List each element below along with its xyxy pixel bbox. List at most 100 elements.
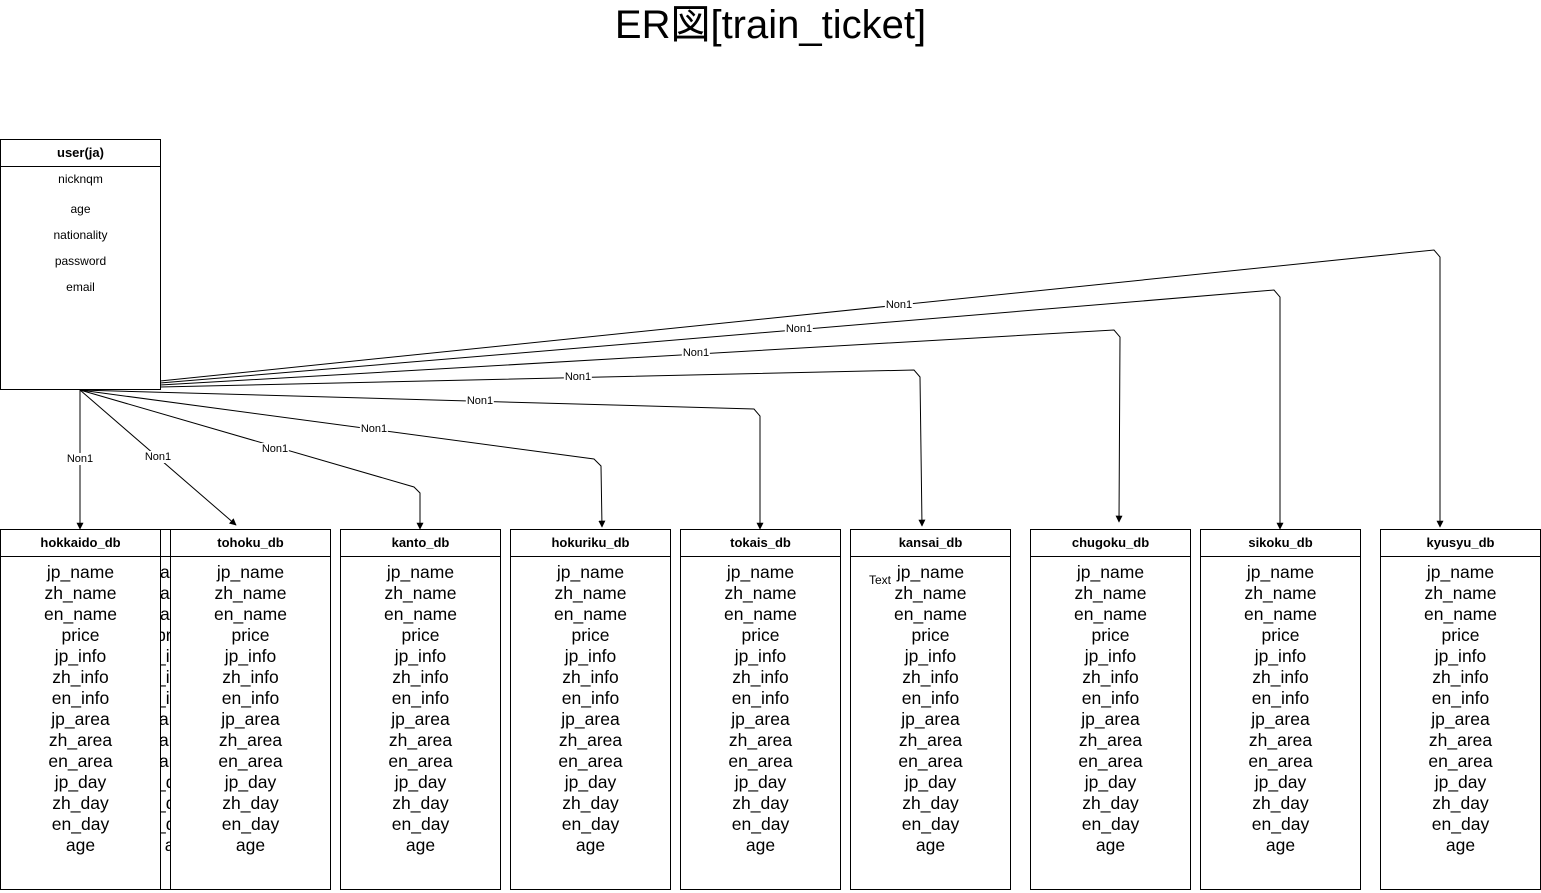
relation-edge-kyusyu[interactable] [159, 249, 1444, 528]
entity-tohoku[interactable]: tohoku_db jp_name zh_name en_name price jp_in… [170, 529, 331, 890]
table-attribute-zh_area: zh_area [728, 730, 793, 750]
table-attribute-en_name: en_name [554, 604, 627, 624]
table-attribute-zh_day: zh_day [1082, 793, 1139, 813]
table-attribute-zh_info: zh_info [52, 667, 109, 687]
entity-kansai-attributes: jp_name zh_name en_name price jp_info zh_info… [851, 557, 1010, 856]
entity-kansai-name: kansai_db [851, 530, 1010, 557]
table-attribute-zh_info: zh_info [392, 667, 449, 687]
table-attribute-jp_info: jp_info [1434, 646, 1487, 666]
table-attribute-zh_info: zh_info [562, 667, 619, 687]
table-attribute-age: age [235, 835, 266, 855]
table-attribute-en_area: en_area [218, 751, 283, 771]
relation-label-tokais: Non1 [465, 395, 495, 407]
table-attribute-jp_name: jp_name [1246, 562, 1315, 582]
table-attribute-en_day: en_day [221, 814, 280, 834]
entity-kansai[interactable]: kansai_db jp_name zh_name en_name price jp_in… [850, 529, 1011, 890]
table-attribute-jp_area: jp_area [1081, 709, 1140, 729]
entity-user[interactable]: user(ja) nicknqm age nationality password em… [0, 139, 161, 390]
table-attribute-zh_info: zh_info [1082, 667, 1139, 687]
relation-label-tohoku: Non1 [143, 451, 173, 463]
table-attribute-zh_day: zh_day [562, 793, 619, 813]
table-attribute-zh_area: zh_area [218, 730, 283, 750]
table-attribute-en_area: en_area [1078, 751, 1143, 771]
table-attribute-en_name: en_name [1074, 604, 1147, 624]
entity-kyusyu-attributes: jp_name zh_name en_name price jp_info zh_info… [1381, 557, 1540, 856]
entity-kanto[interactable]: kanto_db jp_name zh_name en_name price jp_inf… [340, 529, 501, 890]
table-attribute-age: age [65, 835, 96, 855]
table-attribute-en_info: en_info [1081, 688, 1140, 708]
table-attribute-zh_name: zh_name [1424, 583, 1497, 603]
table-attribute-zh_area: zh_area [388, 730, 453, 750]
relation-edge-sikoku[interactable] [159, 289, 1284, 530]
relation-edge-tokais[interactable] [79, 389, 764, 530]
table-attribute-jp_name: jp_name [46, 562, 115, 582]
table-attribute-en_info: en_info [51, 688, 110, 708]
relation-label-kansai: Non1 [563, 371, 593, 383]
table-attribute-jp_day: jp_day [1254, 772, 1307, 792]
table-attribute-jp_info: jp_info [224, 646, 277, 666]
table-attribute-jp_area: jp_area [1251, 709, 1310, 729]
table-attribute-jp_name: jp_name [386, 562, 455, 582]
table-attribute-jp_area: jp_area [561, 709, 620, 729]
table-attribute-zh_area: zh_area [898, 730, 963, 750]
table-attribute-age: age [405, 835, 436, 855]
relation-edge-kansai[interactable] [159, 369, 926, 527]
table-attribute-en_name: en_name [214, 604, 287, 624]
table-attribute-en_day: en_day [51, 814, 110, 834]
table-attribute-jp_area: jp_area [391, 709, 450, 729]
table-attribute-zh_day: zh_day [1432, 793, 1489, 813]
user-attribute-email: email [66, 280, 95, 294]
table-attribute-en_area: en_area [1248, 751, 1313, 771]
table-attribute-price: price [571, 625, 610, 645]
table-attribute-zh_name: zh_name [724, 583, 797, 603]
table-attribute-price: price [1091, 625, 1130, 645]
entity-tokais-attributes: jp_name zh_name en_name price jp_info zh_info… [681, 557, 840, 856]
relation-edge-kanto[interactable] [79, 389, 424, 530]
table-attribute-zh_info: zh_info [732, 667, 789, 687]
diagram-title: ER図[train_ticket] [614, 3, 927, 47]
table-attribute-zh_info: zh_info [1252, 667, 1309, 687]
entity-sikoku[interactable]: sikoku_db jp_name zh_name en_name price jp_in… [1200, 529, 1361, 890]
table-attribute-zh_day: zh_day [732, 793, 789, 813]
table-attribute-zh_day: zh_day [1252, 793, 1309, 813]
relation-edge-chugoku[interactable] [159, 329, 1123, 523]
entity-hokuriku-attributes: jp_name zh_name en_name price jp_info zh_info… [511, 557, 670, 856]
free-text-label[interactable]: Text [869, 573, 892, 587]
entity-hokkaido-name: hokkaido_db [1, 530, 160, 557]
entity-chugoku[interactable]: chugoku_db jp_name zh_name en_name price jp_i… [1030, 529, 1191, 890]
table-attribute-zh_day: zh_day [902, 793, 959, 813]
table-attribute-zh_area: zh_area [1428, 730, 1493, 750]
table-attribute-jp_area: jp_area [1431, 709, 1490, 729]
entity-tohoku-name: tohoku_db [171, 530, 330, 557]
table-attribute-zh_area: zh_area [48, 730, 113, 750]
relation-edge-hokuriku[interactable] [79, 389, 606, 528]
relation-label-hokkaido: Non1 [65, 453, 95, 465]
entity-hokkaido-attributes: jp_name zh_name en_name price jp_info zh_info… [1, 557, 160, 856]
table-attribute-jp_day: jp_day [904, 772, 957, 792]
table-attribute-zh_area: zh_area [558, 730, 623, 750]
table-attribute-en_name: en_name [1424, 604, 1497, 624]
table-attribute-zh_info: zh_info [222, 667, 279, 687]
entity-kyusyu-name: kyusyu_db [1381, 530, 1540, 557]
table-attribute-age: age [1095, 835, 1126, 855]
entity-hokuriku[interactable]: hokuriku_db jp_name zh_name en_name price jp_… [510, 529, 671, 890]
table-attribute-jp_day: jp_day [1434, 772, 1487, 792]
table-attribute-age: age [1265, 835, 1296, 855]
entity-chugoku-attributes: jp_name zh_name en_name price jp_info zh_info… [1031, 557, 1190, 856]
table-attribute-jp_area: jp_area [731, 709, 790, 729]
table-attribute-en_info: en_info [391, 688, 450, 708]
table-attribute-price: price [61, 625, 100, 645]
entity-kanto-attributes: jp_name zh_name en_name price jp_info zh_info… [341, 557, 500, 856]
relation-label-hokuriku: Non1 [359, 423, 389, 435]
table-attribute-en_day: en_day [561, 814, 620, 834]
table-attribute-jp_name: jp_name [216, 562, 285, 582]
table-attribute-jp_area: jp_area [221, 709, 280, 729]
table-attribute-jp_info: jp_info [1254, 646, 1307, 666]
table-attribute-en_info: en_info [901, 688, 960, 708]
entity-tokais[interactable]: tokais_db jp_name zh_name en_name price jp_in… [680, 529, 841, 890]
table-attribute-jp_day: jp_day [1084, 772, 1137, 792]
entity-kyusyu[interactable]: kyusyu_db jp_name zh_name en_name price jp_in… [1380, 529, 1541, 890]
table-attribute-jp_info: jp_info [904, 646, 957, 666]
entity-hokkaido[interactable]: hokkaido_db jp_name zh_name en_name price jp_… [0, 529, 161, 890]
